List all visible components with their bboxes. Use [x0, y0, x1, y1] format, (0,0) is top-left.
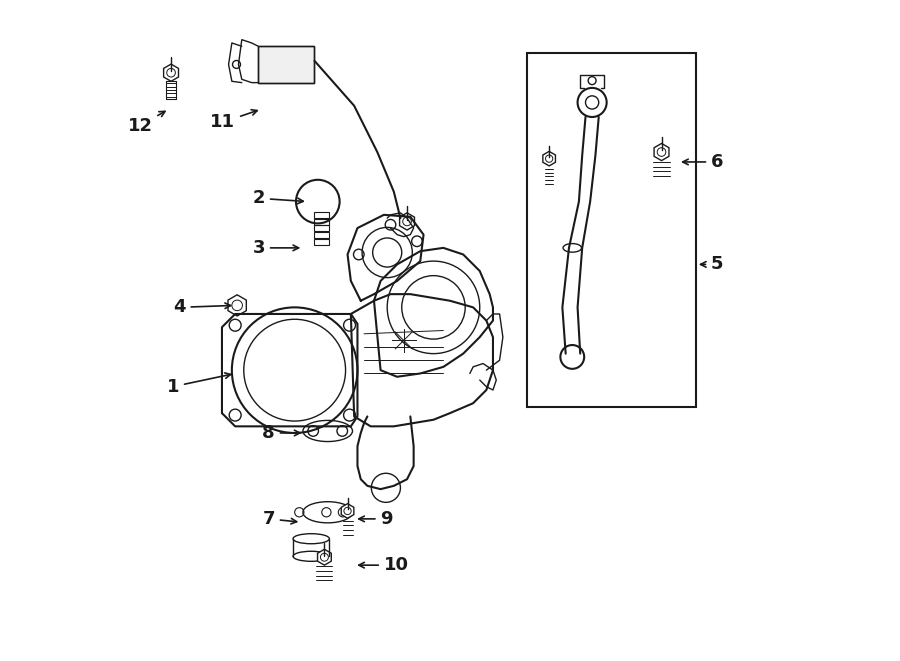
Bar	[527, 53, 696, 407]
Bar	[314, 219, 329, 225]
Text: 12: 12	[128, 111, 165, 135]
Bar	[314, 239, 329, 245]
Text: 5: 5	[700, 255, 724, 274]
Bar	[314, 212, 329, 218]
Text: 1: 1	[166, 373, 230, 396]
Text: 3: 3	[252, 239, 299, 257]
Bar	[314, 225, 329, 231]
Text: 4: 4	[173, 298, 230, 317]
Bar	[258, 46, 314, 83]
Text: 8: 8	[262, 424, 300, 442]
Text: 2: 2	[252, 189, 303, 208]
Text: 7: 7	[262, 510, 297, 528]
Text: 9: 9	[359, 510, 393, 528]
Text: 6: 6	[683, 153, 724, 171]
Bar	[258, 46, 314, 83]
Text: 10: 10	[359, 556, 409, 574]
Bar	[314, 232, 329, 238]
Text: 11: 11	[211, 110, 257, 132]
